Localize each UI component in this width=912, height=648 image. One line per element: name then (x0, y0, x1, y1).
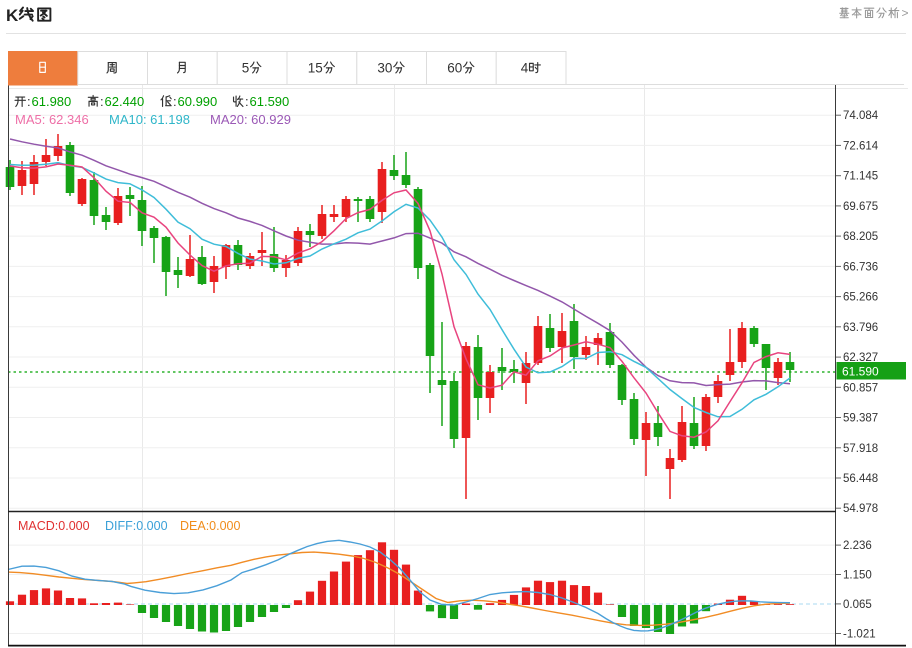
svg-text:72.614: 72.614 (843, 140, 879, 152)
svg-text:4: 4 (521, 61, 529, 76)
svg-text::: : (245, 94, 249, 109)
svg-text:56.448: 56.448 (843, 473, 878, 485)
svg-text:DIFF:0.000: DIFF:0.000 (105, 519, 168, 533)
svg-text:62.440: 62.440 (105, 94, 145, 109)
svg-text:MACD:0.000: MACD:0.000 (18, 519, 90, 533)
svg-text:2.236: 2.236 (843, 540, 872, 552)
svg-text:5: 5 (242, 61, 250, 76)
svg-text:60.857: 60.857 (843, 382, 878, 394)
svg-text:>: > (902, 6, 909, 20)
svg-text:0.065: 0.065 (843, 599, 872, 611)
svg-text:61.590: 61.590 (250, 94, 290, 109)
svg-text::: : (173, 94, 177, 109)
svg-text:68.205: 68.205 (843, 231, 878, 243)
svg-text::: : (27, 94, 31, 109)
svg-text:66.736: 66.736 (843, 261, 878, 273)
svg-text:K: K (6, 6, 19, 25)
svg-text:60.990: 60.990 (178, 94, 218, 109)
svg-text:-1.021: -1.021 (843, 629, 876, 641)
svg-text:59.387: 59.387 (843, 413, 878, 425)
svg-text:65.266: 65.266 (843, 292, 878, 304)
svg-text:60: 60 (447, 61, 462, 76)
svg-text:DEA:0.000: DEA:0.000 (180, 519, 241, 533)
svg-text:30: 30 (377, 61, 392, 76)
svg-text:57.918: 57.918 (843, 443, 878, 455)
svg-text:69.675: 69.675 (843, 201, 878, 213)
svg-text:61.980: 61.980 (32, 94, 72, 109)
svg-text:74.084: 74.084 (843, 110, 879, 122)
svg-text:MA10: 61.198: MA10: 61.198 (109, 112, 190, 127)
svg-text:MA5: 62.346: MA5: 62.346 (15, 112, 89, 127)
svg-text:1.150: 1.150 (843, 570, 872, 582)
svg-text:61.590: 61.590 (842, 365, 879, 379)
svg-text:62.327: 62.327 (843, 352, 878, 364)
svg-text:MA20: 60.929: MA20: 60.929 (210, 112, 291, 127)
svg-text:15: 15 (308, 61, 323, 76)
svg-text:54.978: 54.978 (843, 503, 878, 515)
svg-text:71.145: 71.145 (843, 171, 878, 183)
svg-text:63.796: 63.796 (843, 322, 878, 334)
svg-text::: : (100, 94, 104, 109)
